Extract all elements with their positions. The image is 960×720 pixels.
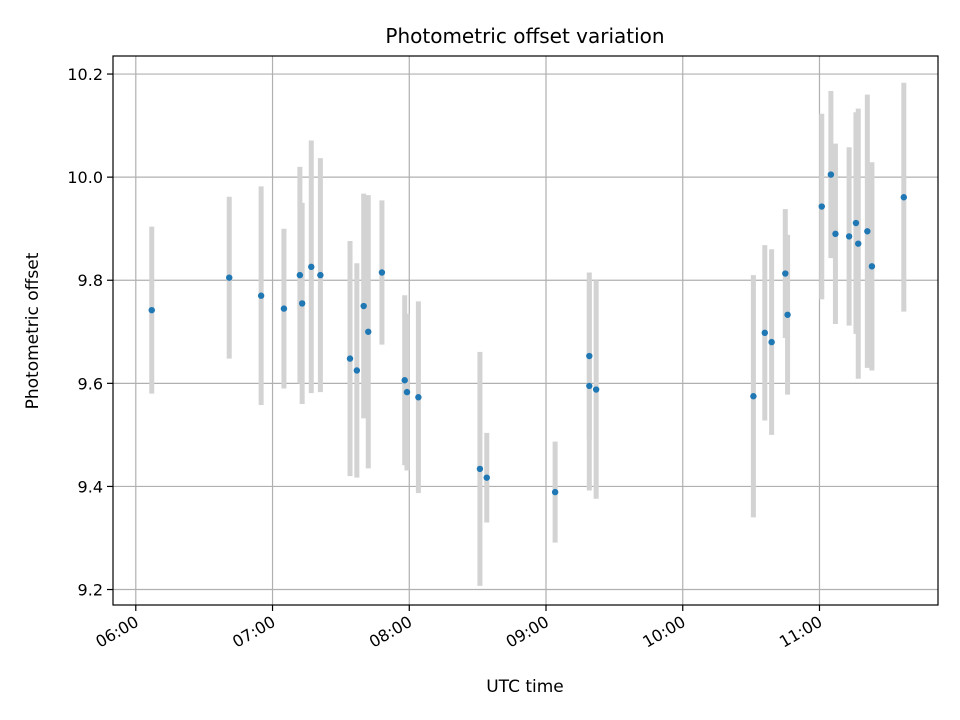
data-point bbox=[845, 233, 853, 240]
plot-frame bbox=[112, 55, 939, 606]
data-point bbox=[868, 263, 876, 270]
data-point bbox=[365, 328, 372, 335]
data-point bbox=[784, 311, 791, 318]
x-axis-label: UTC time bbox=[486, 677, 564, 697]
data-point bbox=[827, 171, 835, 178]
data-point bbox=[280, 305, 288, 312]
data-point bbox=[750, 393, 757, 400]
data-point bbox=[586, 382, 593, 390]
data-point bbox=[855, 240, 862, 247]
chart-title: Photometric offset variation bbox=[385, 24, 664, 48]
y-tick-label: 9.6 bbox=[78, 374, 103, 393]
data-point bbox=[296, 271, 304, 279]
data-point bbox=[346, 355, 354, 362]
data-point bbox=[257, 292, 265, 299]
data-point bbox=[298, 300, 306, 307]
data-point bbox=[476, 465, 484, 473]
y-tick-label: 9.2 bbox=[78, 581, 103, 600]
y-tick-label: 10.0 bbox=[67, 168, 103, 187]
data-points bbox=[148, 171, 908, 496]
data-point bbox=[403, 388, 411, 396]
data-point bbox=[360, 302, 367, 310]
data-point bbox=[148, 306, 155, 314]
data-point bbox=[832, 230, 839, 238]
data-point bbox=[317, 271, 324, 279]
y-tick-label: 9.4 bbox=[78, 477, 103, 496]
data-point bbox=[900, 194, 908, 201]
data-point bbox=[818, 203, 825, 210]
data-point bbox=[226, 274, 233, 281]
data-point bbox=[415, 394, 422, 401]
y-tick-label: 10.2 bbox=[67, 65, 103, 84]
data-point bbox=[592, 386, 600, 393]
data-point bbox=[378, 269, 386, 276]
data-point bbox=[308, 263, 315, 271]
data-point bbox=[761, 329, 768, 337]
data-point bbox=[551, 488, 559, 496]
data-point bbox=[782, 270, 789, 277]
y-axis-ticks: 9.2 9.4 9.6 9.8 10.0 10.2 bbox=[67, 65, 113, 600]
data-point bbox=[353, 367, 361, 374]
data-point bbox=[401, 377, 408, 384]
y-axis-label: Photometric offset bbox=[23, 252, 43, 409]
y-tick-label: 9.8 bbox=[78, 271, 103, 290]
data-point bbox=[768, 338, 775, 346]
data-point bbox=[483, 474, 490, 481]
data-point bbox=[586, 352, 593, 360]
data-point bbox=[864, 228, 871, 235]
data-point bbox=[852, 219, 860, 227]
